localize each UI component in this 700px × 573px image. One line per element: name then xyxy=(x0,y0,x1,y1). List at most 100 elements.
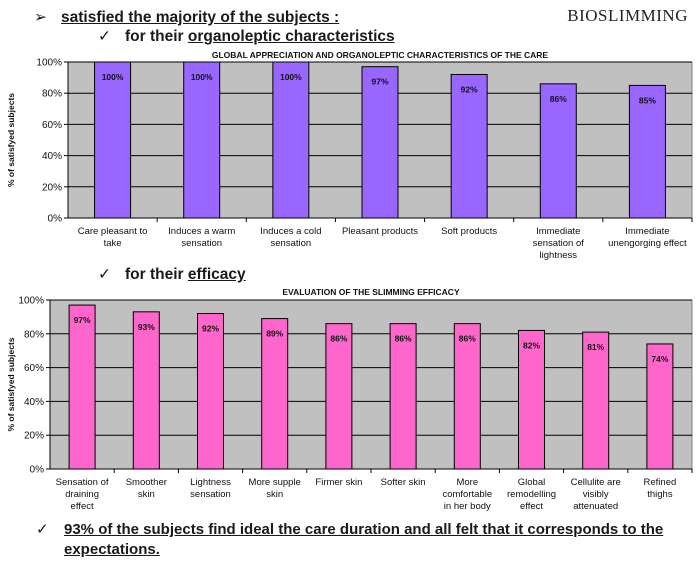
category-label-line: Softer skin xyxy=(381,477,426,488)
category-label-line: Firmer skin xyxy=(315,477,362,488)
y-tick-label: 60% xyxy=(42,120,62,131)
section1-prefix: for their xyxy=(125,28,188,45)
category-label: More comfortable in her body xyxy=(442,477,492,512)
category-label: Firmer skin xyxy=(315,477,362,488)
category-label-line: in her body xyxy=(444,501,491,512)
category-label: Softer skin xyxy=(381,477,426,488)
section2-prefix: for their xyxy=(125,266,188,283)
category-label-line: Care pleasant to xyxy=(78,226,148,237)
main-heading-text: satisfied the majority of the subjects : xyxy=(61,9,340,26)
category-label-line: sensation of xyxy=(533,238,585,249)
category-label: Global remodelling effect xyxy=(507,477,556,512)
category-label-line: Induces a cold xyxy=(260,226,321,237)
y-tick-label: 80% xyxy=(24,329,44,340)
category-label: Smoother skin xyxy=(126,477,167,500)
bar xyxy=(453,323,481,470)
category-label: Sensation of draining effect xyxy=(56,477,109,512)
slimming-efficacy-chart: EVALUATION OF THE SLIMMING EFFICACY 0% 20%… xyxy=(6,287,693,512)
main-heading: ➢ satisfied the majority of the subjects … xyxy=(34,8,339,27)
y-tick-label: 80% xyxy=(42,89,62,100)
footer-note: ✓ 93% of the subjects find ideal the car… xyxy=(36,520,696,560)
category-label-line: Pleasant products xyxy=(342,226,418,237)
category-label-line: Refined xyxy=(644,477,677,488)
category-label-line: More xyxy=(456,477,478,488)
category-label-line: lightness xyxy=(540,250,578,261)
bar xyxy=(68,304,96,470)
category-label-line: Smoother xyxy=(126,477,167,488)
category-label-line: thighs xyxy=(647,489,673,500)
bar-value-label: 89% xyxy=(266,329,283,339)
bar xyxy=(582,331,610,470)
section1-emphasis: organoleptic characteristics xyxy=(187,28,395,45)
bar xyxy=(94,61,132,219)
category-label-line: draining xyxy=(65,489,99,500)
bar-value-label: 100% xyxy=(280,72,302,82)
bar xyxy=(539,83,577,219)
category-label-line: effect xyxy=(71,501,94,512)
category-label-line: skin xyxy=(266,489,283,500)
category-label-line: sensation xyxy=(181,238,222,249)
category-label-line: Global xyxy=(518,477,545,488)
arrow-bullet-icon: ➢ xyxy=(34,9,47,26)
category-label-line: comfortable xyxy=(442,489,492,500)
bar xyxy=(183,61,221,219)
bar-value-label: 97% xyxy=(74,315,91,325)
y-axis-label: % of satisfyed subjects xyxy=(6,337,16,431)
brand-logo: BIOSLIMMING xyxy=(567,6,688,25)
bar-value-label: 81% xyxy=(587,342,604,352)
y-tick-label: 100% xyxy=(18,296,44,307)
bar-value-label: 92% xyxy=(461,84,478,94)
footer-text: 93% of the subjects find ideal the care … xyxy=(64,521,664,558)
category-label-line: visibly xyxy=(583,489,609,500)
category-label-line: Immediate xyxy=(625,226,669,237)
category-label: Induces a warm sensation xyxy=(168,226,235,249)
bar-value-label: 86% xyxy=(395,334,412,344)
category-label-line: sensation xyxy=(190,489,231,500)
bar xyxy=(197,313,224,470)
category-label: Immediate sensation of lightness xyxy=(533,226,585,261)
bar xyxy=(450,73,488,219)
category-label: Cellulite are visibly attenuated xyxy=(571,477,621,512)
chart-title: GLOBAL APPRECIATION AND ORGANOLEPTIC CHA… xyxy=(212,50,549,60)
category-label-line: Induces a warm xyxy=(168,226,235,237)
category-label: Lightness sensation xyxy=(190,477,231,500)
category-label-line: take xyxy=(104,238,122,249)
category-label-line: Sensation of xyxy=(56,477,109,488)
y-tick-label: 0% xyxy=(48,214,63,225)
y-tick-label: 40% xyxy=(24,397,44,408)
bar-value-label: 74% xyxy=(651,354,668,364)
bar xyxy=(628,84,666,219)
section2-heading: ✓ for their efficacy xyxy=(98,265,246,284)
category-label-line: More supple xyxy=(249,477,301,488)
bar-value-label: 92% xyxy=(202,324,219,334)
y-tick-label: 40% xyxy=(42,151,62,162)
category-label-line: skin xyxy=(138,489,155,500)
y-tick-label: 100% xyxy=(36,58,62,69)
chart-title: EVALUATION OF THE SLIMMING EFFICACY xyxy=(282,287,460,297)
bar xyxy=(272,61,310,219)
bar-value-label: 82% xyxy=(523,340,540,350)
bar-value-label: 97% xyxy=(371,77,388,87)
category-label-line: Immediate xyxy=(536,226,580,237)
bar xyxy=(261,318,289,470)
bar xyxy=(361,66,399,219)
bar xyxy=(132,311,160,470)
bar-value-label: 86% xyxy=(459,334,476,344)
bar-value-label: 85% xyxy=(639,95,656,105)
bar xyxy=(389,323,417,470)
category-label-line: remodelling xyxy=(507,489,556,500)
y-tick-label: 0% xyxy=(30,465,45,476)
bar-value-label: 93% xyxy=(138,322,155,332)
category-label-line: effect xyxy=(520,501,543,512)
bar-value-label: 86% xyxy=(330,334,347,344)
category-label-line: sensation xyxy=(271,238,312,249)
bar-value-label: 86% xyxy=(550,94,567,104)
category-label-line: Soft products xyxy=(441,226,497,237)
checkmark-icon: ✓ xyxy=(36,521,49,538)
y-tick-label: 20% xyxy=(42,182,62,193)
category-label: More supple skin xyxy=(249,477,301,500)
category-label: Pleasant products xyxy=(342,226,418,237)
bar-value-label: 100% xyxy=(102,72,124,82)
y-tick-label: 20% xyxy=(24,431,44,442)
section2-emphasis: efficacy xyxy=(187,266,246,283)
